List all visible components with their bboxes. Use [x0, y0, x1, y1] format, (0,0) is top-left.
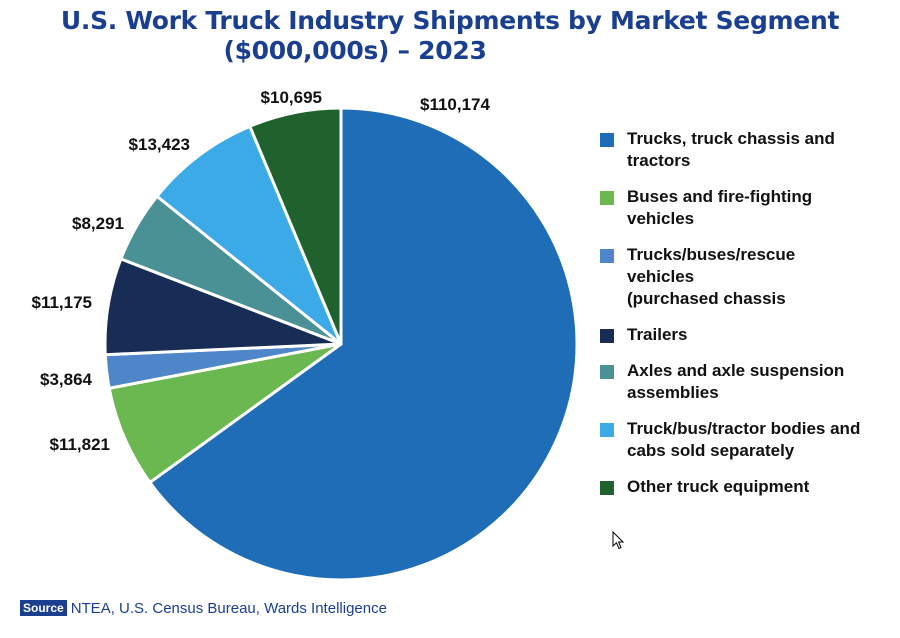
pie-slice: [155, 124, 343, 346]
legend-item: Truck/bus/tractor bodies and cabs sold se…: [600, 418, 895, 462]
slice-value-label: $8,291: [72, 214, 124, 233]
chart-legend: Trucks, truck chassis and tractors Buses a…: [600, 128, 895, 512]
slice-value-label: $10,695: [261, 88, 322, 107]
legend-label: Buses and fire-fighting: [627, 187, 813, 206]
legend-swatch: [600, 329, 614, 343]
legend-label: vehicles: [627, 267, 695, 286]
legend-label: assemblies: [627, 383, 719, 402]
legend-item: Axles and axle suspension assemblies: [600, 360, 895, 404]
legend-swatch: [600, 249, 614, 263]
mouse-pointer-icon: [612, 531, 625, 550]
pie-slice: [148, 106, 579, 582]
legend-swatch: [600, 365, 614, 379]
legend-swatch: [600, 133, 614, 147]
legend-label: tractors: [627, 151, 691, 170]
legend-swatch: [600, 191, 614, 205]
source-tag: Source: [20, 600, 67, 616]
legend-label: Trucks/buses/rescue: [627, 245, 796, 264]
legend-item: Other truck equipment: [600, 476, 895, 498]
legend-item: Trucks/buses/rescue vehicles (purchased ch…: [600, 244, 895, 310]
chart-title-line2: ($000,000s) – 2023: [223, 36, 487, 65]
chart-title-line1: U.S. Work Truck Industry Shipments by Ma…: [60, 6, 840, 35]
slice-value-label: $3,864: [40, 370, 93, 389]
legend-item: Trailers: [600, 324, 895, 346]
source-text: NTEA, U.S. Census Bureau, Wards Intellig…: [70, 600, 387, 617]
legend-swatch: [600, 423, 614, 437]
legend-swatch: [600, 481, 614, 495]
legend-label: Trucks, truck chassis and: [627, 129, 835, 148]
source-note: Source NTEA, U.S. Census Bureau, Wards In…: [20, 600, 387, 617]
slice-value-label: $11,821: [49, 435, 110, 454]
legend-label: Trailers: [627, 325, 688, 344]
slice-value-label: $110,174: [420, 95, 491, 114]
chart-title: U.S. Work Truck Industry Shipments by Ma…: [0, 6, 900, 66]
legend-label: Other truck equipment: [627, 477, 810, 496]
legend-label: vehicles: [627, 209, 695, 228]
legend-label: (purchased chassis: [627, 289, 786, 308]
legend-item: Trucks, truck chassis and tractors: [600, 128, 895, 172]
slice-value-label: $13,423: [129, 135, 190, 154]
pie-slice: [248, 106, 343, 346]
legend-label: cabs sold separately: [627, 441, 795, 460]
legend-label: Truck/bus/tractor bodies and: [627, 419, 861, 438]
slice-value-label: $11,175: [31, 293, 92, 312]
legend-label: Axles and axle suspension: [627, 361, 845, 380]
legend-item: Buses and fire-fighting vehicles: [600, 186, 895, 230]
